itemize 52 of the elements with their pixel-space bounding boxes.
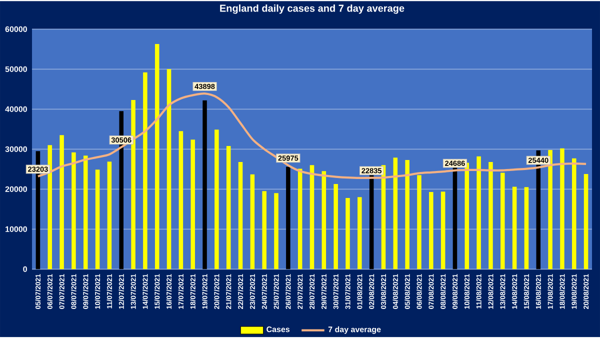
bar: [166, 69, 172, 270]
bar: [572, 158, 576, 270]
bar: [334, 184, 338, 270]
bar: [202, 100, 207, 270]
bar: [440, 192, 446, 270]
bar: [107, 162, 112, 270]
bar: [322, 171, 326, 270]
bar: [512, 187, 517, 270]
bar: [298, 169, 302, 270]
bar: [154, 44, 160, 270]
bar: [584, 174, 588, 270]
y-tick-label: 0: [23, 266, 27, 272]
bar: [548, 150, 552, 270]
bar: [250, 174, 255, 270]
bar: [274, 193, 278, 270]
bar: [60, 135, 64, 270]
bar: [358, 197, 362, 270]
bar: [500, 173, 505, 270]
bar: [131, 100, 136, 270]
bar: [393, 158, 398, 270]
y-tick-label: 40000: [5, 106, 27, 112]
bar: [417, 175, 422, 270]
bar: [214, 130, 219, 270]
legend-label: Cases: [266, 326, 290, 332]
bar: [369, 175, 374, 270]
bar: [83, 156, 88, 270]
bar: [488, 162, 493, 270]
bar: [178, 131, 184, 270]
bar: [143, 72, 148, 270]
bar: [560, 148, 564, 270]
bar: [262, 191, 266, 270]
y-tick-label: 30000: [5, 146, 27, 152]
y-tick-label: 60000: [5, 26, 27, 32]
bar: [48, 145, 52, 270]
chart-title: England daily cases and 7 day average: [220, 4, 404, 14]
bar: [286, 167, 290, 270]
bar: [72, 152, 76, 270]
y-tick-label: 50000: [5, 66, 27, 72]
bar: [429, 192, 434, 270]
bar: [476, 156, 481, 270]
bar: [226, 146, 231, 270]
y-tick-label: 10000: [6, 226, 27, 232]
bar: [310, 165, 314, 270]
bar: [452, 167, 458, 270]
bar: [190, 140, 195, 270]
bar: [405, 160, 410, 270]
y-tick-label: 20000: [5, 186, 27, 192]
bar: [524, 187, 529, 270]
bar: [238, 162, 243, 270]
bar: [95, 170, 100, 270]
legend-label: 7 day average: [328, 326, 381, 334]
bar: [346, 198, 350, 270]
